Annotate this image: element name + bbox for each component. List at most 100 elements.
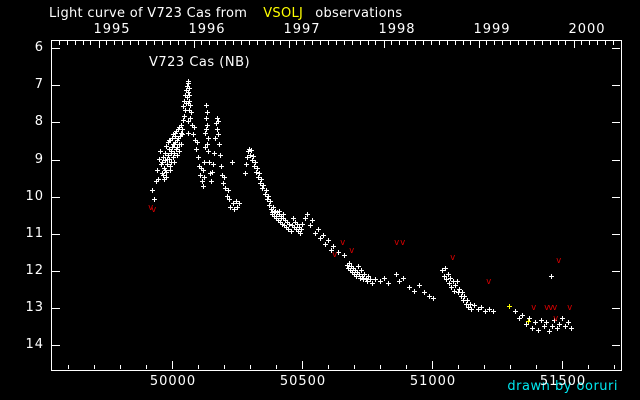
top-axis-minor-tick bbox=[201, 41, 202, 45]
top-axis-minor-tick bbox=[280, 41, 281, 45]
data-point bbox=[187, 93, 192, 98]
data-point bbox=[286, 227, 291, 232]
data-point bbox=[272, 210, 277, 215]
top-axis-minor-tick bbox=[114, 41, 115, 45]
top-axis-minor-tick bbox=[185, 41, 186, 45]
data-point bbox=[261, 183, 266, 188]
data-point bbox=[550, 324, 555, 329]
star-name-label: V723 Cas (NB) bbox=[149, 55, 251, 70]
top-axis-minor-tick bbox=[589, 41, 590, 45]
data-point bbox=[544, 320, 549, 325]
top-axis-minor-tick bbox=[391, 41, 392, 45]
data-point bbox=[299, 227, 304, 232]
data-point bbox=[234, 199, 239, 204]
data-point bbox=[360, 274, 365, 279]
data-point bbox=[560, 316, 565, 321]
data-point bbox=[456, 290, 461, 295]
data-point bbox=[175, 153, 180, 158]
data-point bbox=[347, 261, 352, 266]
data-point bbox=[193, 138, 198, 143]
data-point bbox=[370, 281, 375, 286]
x-axis-minor-tick bbox=[120, 365, 121, 369]
data-point bbox=[422, 290, 427, 295]
data-point bbox=[342, 253, 347, 258]
y-axis-right-tick bbox=[612, 122, 620, 123]
data-point bbox=[186, 131, 191, 136]
top-axis-minor-tick bbox=[526, 41, 527, 45]
x-axis-tick-label: 51500 bbox=[539, 374, 587, 389]
top-axis-minor-tick bbox=[439, 41, 440, 45]
data-point bbox=[547, 329, 552, 334]
data-point bbox=[206, 136, 211, 141]
data-point bbox=[237, 201, 242, 206]
y-axis-major-tick bbox=[52, 308, 60, 309]
top-axis-minor-tick bbox=[296, 41, 297, 45]
data-point bbox=[204, 103, 209, 108]
top-axis-year-label: 1995 bbox=[93, 22, 131, 37]
top-axis-minor-tick bbox=[90, 41, 91, 45]
data-point bbox=[176, 127, 181, 132]
upper-limit-marker: v bbox=[340, 238, 346, 248]
data-point bbox=[228, 205, 233, 210]
data-point bbox=[152, 197, 157, 202]
data-point bbox=[457, 287, 462, 292]
data-point bbox=[170, 145, 175, 150]
data-point bbox=[303, 216, 308, 221]
data-point bbox=[507, 304, 512, 309]
upper-limit-marker: v bbox=[349, 246, 355, 256]
upper-limit-marker: v bbox=[548, 303, 554, 313]
y-axis-right-tick bbox=[612, 48, 620, 49]
chart-title-vsolj-highlight: VSOLJ bbox=[263, 6, 304, 21]
data-point bbox=[180, 132, 185, 137]
data-point bbox=[257, 171, 262, 176]
data-point bbox=[170, 136, 175, 141]
data-point bbox=[345, 263, 350, 268]
y-axis-tick-label: 10 bbox=[25, 189, 44, 204]
data-point bbox=[181, 118, 186, 123]
data-point bbox=[353, 268, 358, 273]
y-axis-major-tick bbox=[52, 160, 60, 161]
data-point bbox=[235, 205, 240, 210]
data-point bbox=[359, 268, 364, 273]
y-axis-tick-label: 13 bbox=[25, 300, 44, 315]
data-point bbox=[209, 179, 214, 184]
data-point bbox=[557, 322, 562, 327]
top-axis-year-label: 1999 bbox=[473, 22, 511, 37]
data-point bbox=[183, 93, 188, 98]
data-point bbox=[197, 164, 202, 169]
data-point bbox=[394, 272, 399, 277]
data-point bbox=[213, 136, 218, 141]
data-point bbox=[326, 238, 331, 243]
x-axis-minor-tick bbox=[224, 365, 225, 369]
data-point bbox=[210, 170, 215, 175]
data-point bbox=[205, 123, 210, 128]
data-point bbox=[187, 108, 192, 113]
data-point bbox=[407, 285, 412, 290]
data-point bbox=[336, 250, 341, 255]
data-point bbox=[231, 201, 236, 206]
data-point bbox=[350, 270, 355, 275]
data-point bbox=[524, 322, 529, 327]
data-point bbox=[468, 302, 473, 307]
data-point bbox=[357, 272, 362, 277]
data-point bbox=[274, 214, 279, 219]
data-point bbox=[282, 223, 287, 228]
upper-limit-marker: v bbox=[148, 203, 154, 213]
y-axis-tick-label: 14 bbox=[25, 337, 44, 352]
top-axis-minor-tick bbox=[241, 41, 242, 45]
data-point bbox=[552, 318, 557, 323]
chart-title: Light curve of V723 Cas from VSOLJ observa… bbox=[49, 6, 402, 21]
data-point bbox=[260, 186, 265, 191]
top-axis-minor-tick bbox=[613, 41, 614, 45]
data-point bbox=[166, 153, 171, 158]
data-point bbox=[171, 155, 176, 160]
data-point bbox=[173, 140, 178, 145]
data-point bbox=[440, 268, 445, 273]
data-point bbox=[206, 149, 211, 154]
chart-title-suffix: observations bbox=[315, 6, 403, 21]
x-axis-minor-tick bbox=[146, 365, 147, 369]
top-axis-minor-tick bbox=[75, 41, 76, 45]
data-point bbox=[169, 149, 174, 154]
data-point bbox=[479, 305, 484, 310]
data-point bbox=[348, 268, 353, 273]
